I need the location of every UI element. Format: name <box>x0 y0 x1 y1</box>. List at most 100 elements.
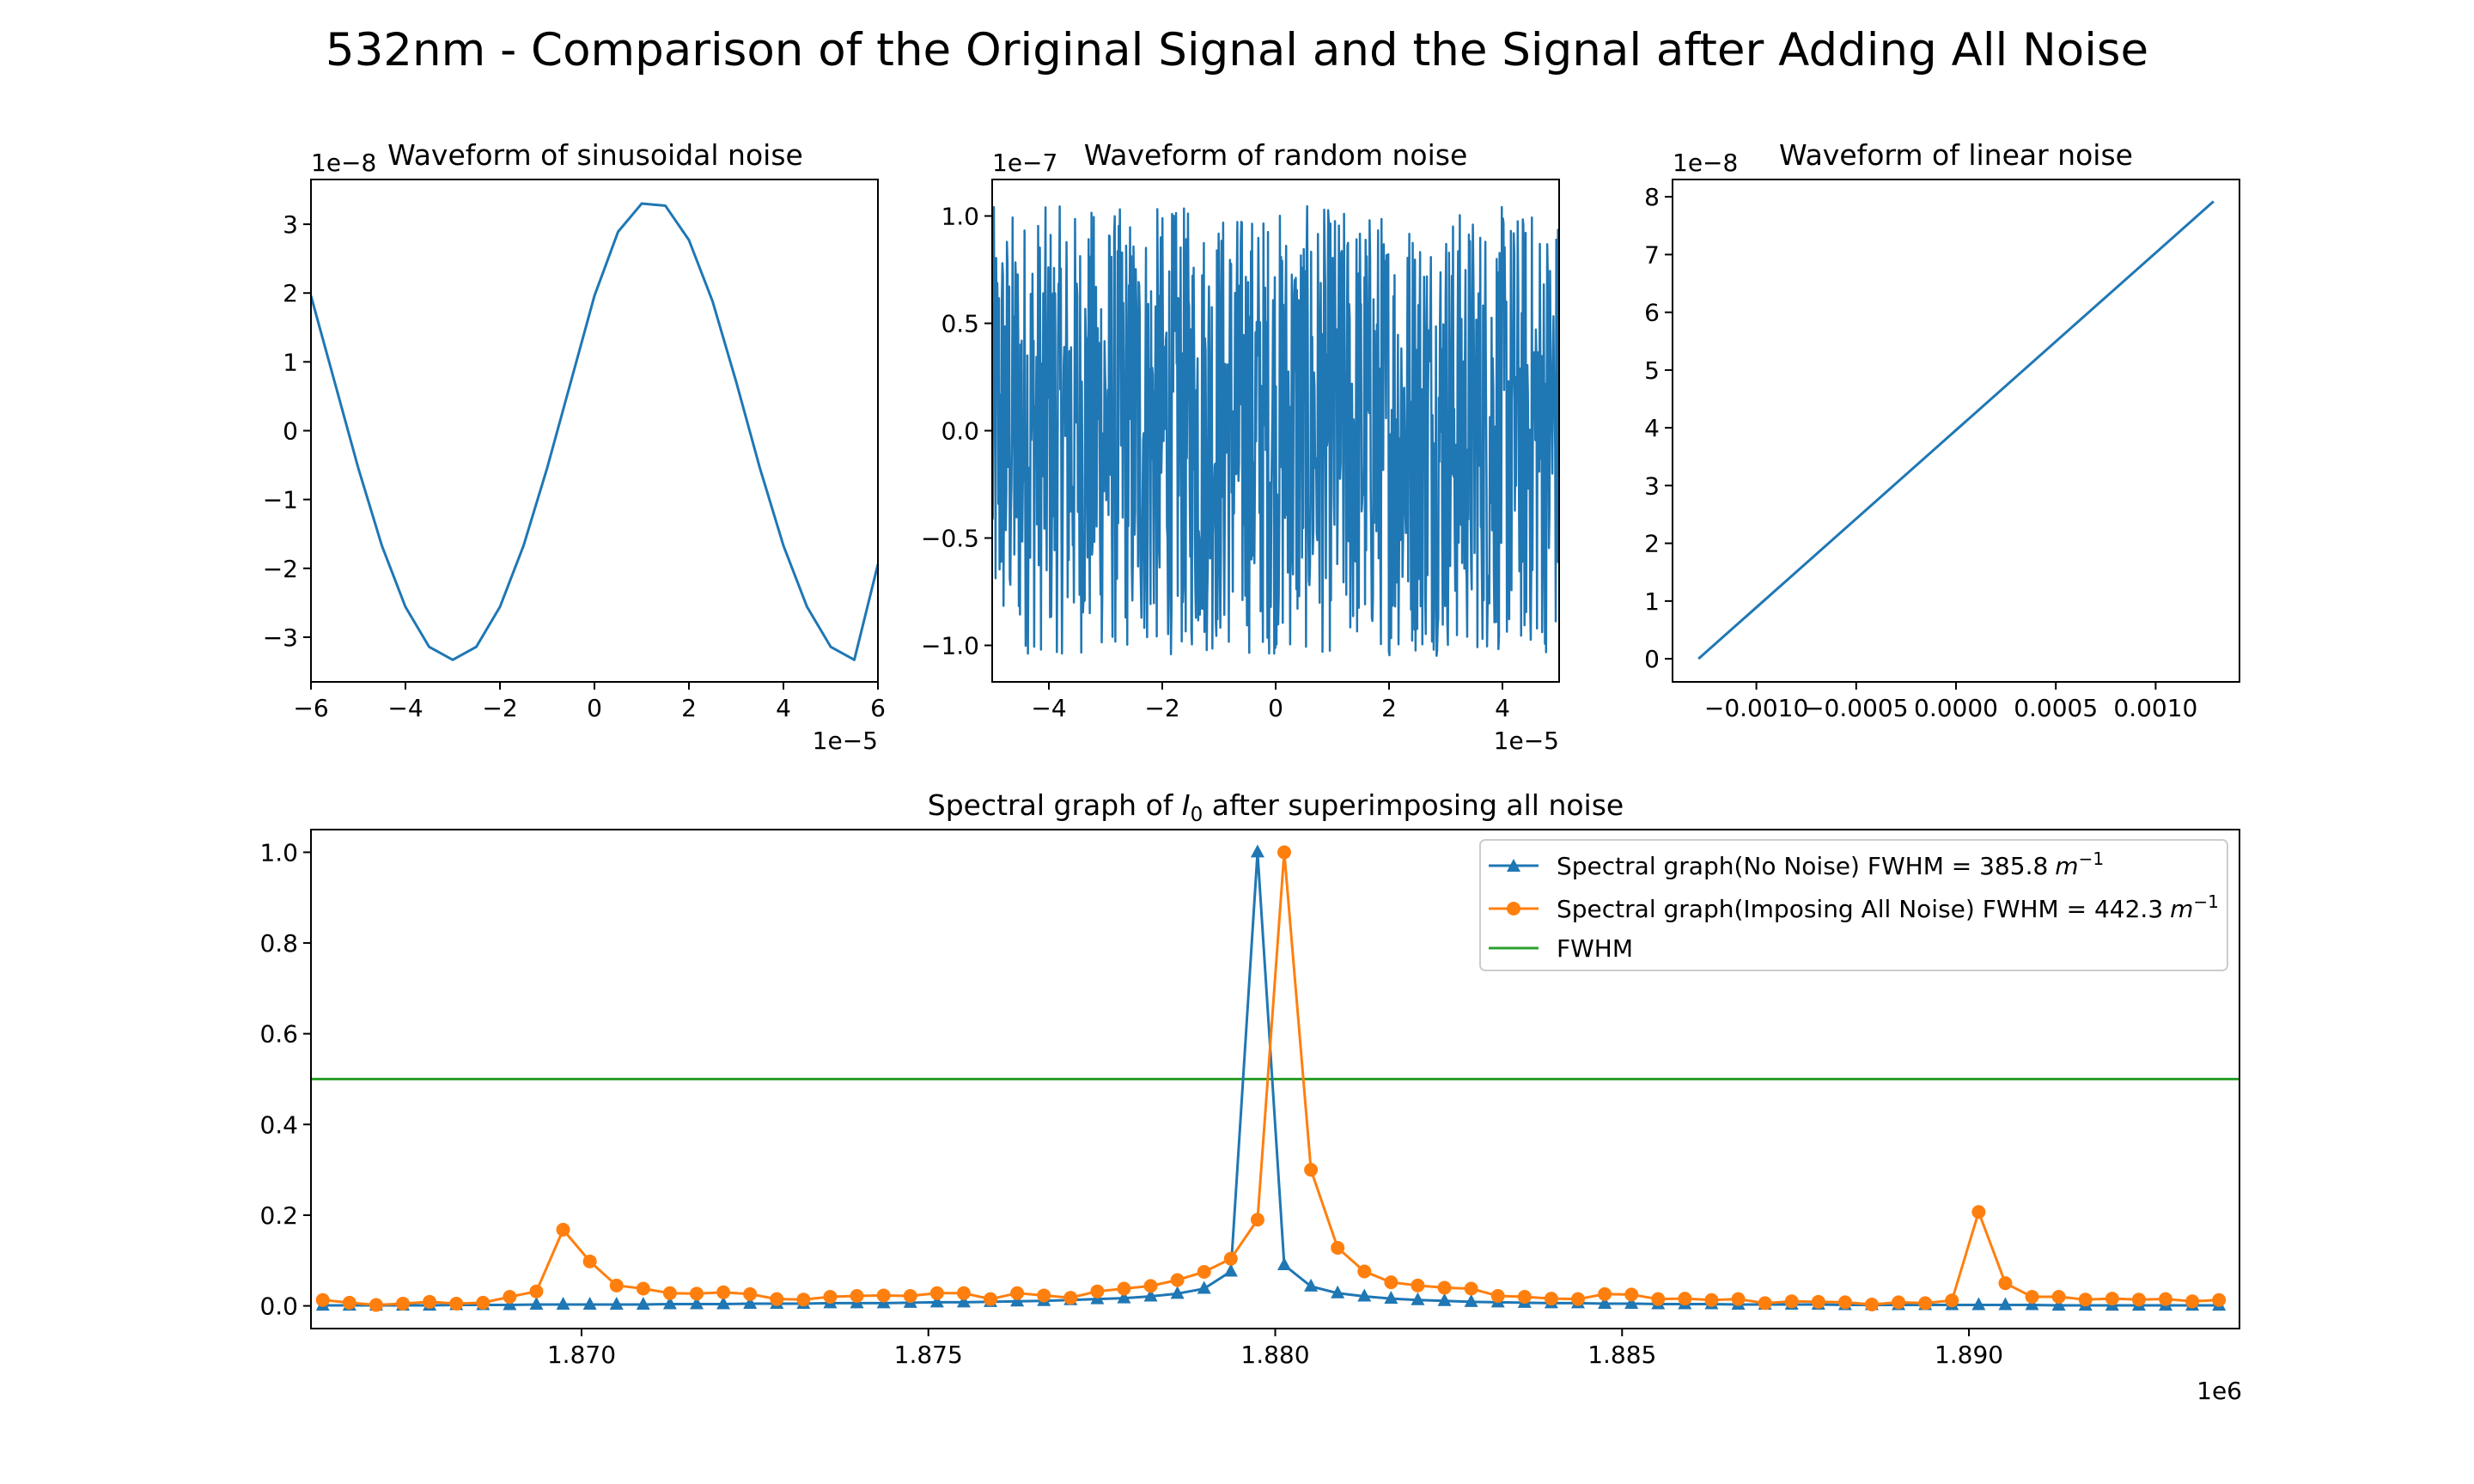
spectrum-plot-area <box>311 844 2239 1312</box>
all-noise-point <box>1624 1287 1639 1302</box>
random-noise-line <box>992 204 1559 657</box>
no-noise-point <box>1437 1292 1452 1306</box>
no-noise-point <box>743 1295 758 1309</box>
sinusoidal-y-ticks: −3 −2 −1 0 1 2 3 <box>263 210 311 652</box>
sinusoidal-x-tick-label: 6 <box>870 694 886 722</box>
sinusoidal-x-tick-label: −4 <box>387 694 423 722</box>
spectrum-y-tick-label: 1.0 <box>259 838 298 867</box>
legend-all-noise-unit-exp: −1 <box>2193 891 2218 912</box>
all-noise-point <box>1437 1280 1452 1295</box>
all-noise-point <box>1170 1273 1185 1287</box>
linear-y-tick-label: 5 <box>1644 356 1660 385</box>
linear-x-tick-label: −0.0005 <box>1804 694 1908 722</box>
legend-label-no-noise: Spectral graph(No Noise) FWHM = 385.8 m−1 <box>1557 848 2104 880</box>
random-x-offset: 1e−5 <box>1494 727 1559 755</box>
legend-all-noise-unit: m <box>2170 895 2193 923</box>
all-noise-point <box>1143 1279 1158 1293</box>
all-noise-point <box>2185 1294 2200 1309</box>
linear-plot-area <box>1697 200 2215 660</box>
no-noise-point <box>2025 1297 2039 1311</box>
legend-no-noise-unit-exp: −1 <box>2079 848 2104 869</box>
no-noise-point <box>2051 1298 2066 1311</box>
all-noise-point <box>876 1288 891 1303</box>
all-noise-point <box>716 1285 731 1299</box>
no-noise-point <box>1117 1290 1131 1304</box>
sinusoidal-y-tick-label: −3 <box>263 623 298 652</box>
sinusoidal-y-tick-label: 3 <box>283 210 298 239</box>
all-noise-point <box>1223 1251 1238 1266</box>
all-noise-point <box>315 1292 330 1307</box>
all-noise-point <box>1304 1163 1319 1177</box>
sinusoidal-y-tick-label: 1 <box>283 348 298 376</box>
all-noise-point <box>1945 1293 1959 1308</box>
no-noise-point <box>690 1296 704 1310</box>
random-y-tick-label: −1.0 <box>921 632 979 660</box>
all-noise-point <box>1464 1281 1478 1296</box>
legend-no-noise-text: Spectral graph(No Noise) FWHM = 385.8 <box>1557 852 2048 880</box>
linear-y-tick-label: 8 <box>1644 183 1660 211</box>
sinusoidal-plot-area <box>311 202 878 661</box>
all-noise-point <box>1678 1292 1692 1306</box>
linear-y-tick-label: 3 <box>1644 471 1660 500</box>
figure-suptitle: 532nm - Comparison of the Original Signa… <box>326 24 2148 76</box>
sinusoidal-title: Waveform of sinusoidal noise <box>387 138 803 172</box>
panel-random-noise: Waveform of random noise 1e−7 1e−5 −4 −2 0… <box>921 138 1560 755</box>
random-x-tick-label: 4 <box>1495 694 1510 722</box>
all-noise-point <box>529 1284 544 1298</box>
random-y-tick-label: 0.5 <box>941 310 979 338</box>
spectrum-x-tick-label: 1.870 <box>547 1341 616 1369</box>
sinusoidal-noise-line <box>311 202 878 661</box>
linear-x-tick-label: 0.0005 <box>2014 694 2098 722</box>
all-noise-point <box>503 1290 517 1305</box>
all-noise-point <box>369 1298 383 1312</box>
all-noise-point <box>1570 1292 1585 1306</box>
sinusoidal-x-tick-label: −2 <box>482 694 517 722</box>
no-noise-point <box>582 1297 597 1311</box>
linear-y-offset: 1e−8 <box>1673 149 1738 177</box>
spectrum-frame <box>310 829 2240 1329</box>
sinusoidal-y-offset: 1e−8 <box>311 149 376 177</box>
all-noise-point <box>1971 1205 1986 1219</box>
all-noise-point <box>2131 1292 2146 1307</box>
linear-y-tick-label: 6 <box>1644 299 1660 327</box>
no-noise-point <box>1277 1257 1291 1271</box>
no-noise-point <box>716 1296 731 1310</box>
all-noise-point <box>1837 1295 1852 1310</box>
all-noise-point <box>1117 1281 1131 1296</box>
sinusoidal-x-tick-label: 2 <box>681 694 697 722</box>
spectrum-title: Spectral graph of I0 after superimposing… <box>928 788 1624 826</box>
all-noise-point <box>1384 1275 1398 1290</box>
random-y-tick-label: 1.0 <box>941 203 979 231</box>
spectrum-title-prefix: Spectral graph of <box>928 788 1182 822</box>
no-noise-point <box>1331 1285 1345 1298</box>
no-noise-point <box>636 1297 650 1311</box>
sinusoidal-y-tick-label: −1 <box>263 486 298 514</box>
all-noise-point <box>1544 1292 1558 1306</box>
random-y-tick-label: 0.0 <box>941 417 979 446</box>
random-y-offset: 1e−7 <box>992 149 1057 177</box>
all-noise-point <box>903 1288 917 1303</box>
all-noise-point <box>609 1278 624 1292</box>
sinusoidal-x-offset: 1e−5 <box>813 727 878 755</box>
linear-y-tick-label: 2 <box>1644 530 1660 558</box>
no-noise-point <box>1197 1280 1211 1294</box>
no-noise-point <box>609 1297 624 1311</box>
all-noise-point <box>1063 1291 1078 1305</box>
no-noise-point <box>1250 844 1264 858</box>
no-noise-point <box>1170 1286 1185 1299</box>
sinusoidal-y-tick-label: −2 <box>263 555 298 583</box>
no-noise-point <box>1998 1297 2013 1311</box>
all-noise-point <box>662 1286 677 1300</box>
legend-no-noise-unit: m <box>2055 852 2078 880</box>
legend-marker-circle <box>1507 902 1520 915</box>
no-noise-point <box>529 1297 544 1311</box>
no-noise-point <box>556 1297 570 1311</box>
all-noise-point <box>690 1286 704 1301</box>
all-noise-point <box>1811 1294 1825 1309</box>
all-noise-point <box>1998 1276 2013 1291</box>
all-noise-point <box>2158 1292 2172 1306</box>
all-noise-point <box>1090 1284 1105 1298</box>
random-plot-area <box>992 204 1559 657</box>
panel-linear-noise: Waveform of linear noise 1e−8 −0.0010−0.… <box>1644 138 2240 722</box>
